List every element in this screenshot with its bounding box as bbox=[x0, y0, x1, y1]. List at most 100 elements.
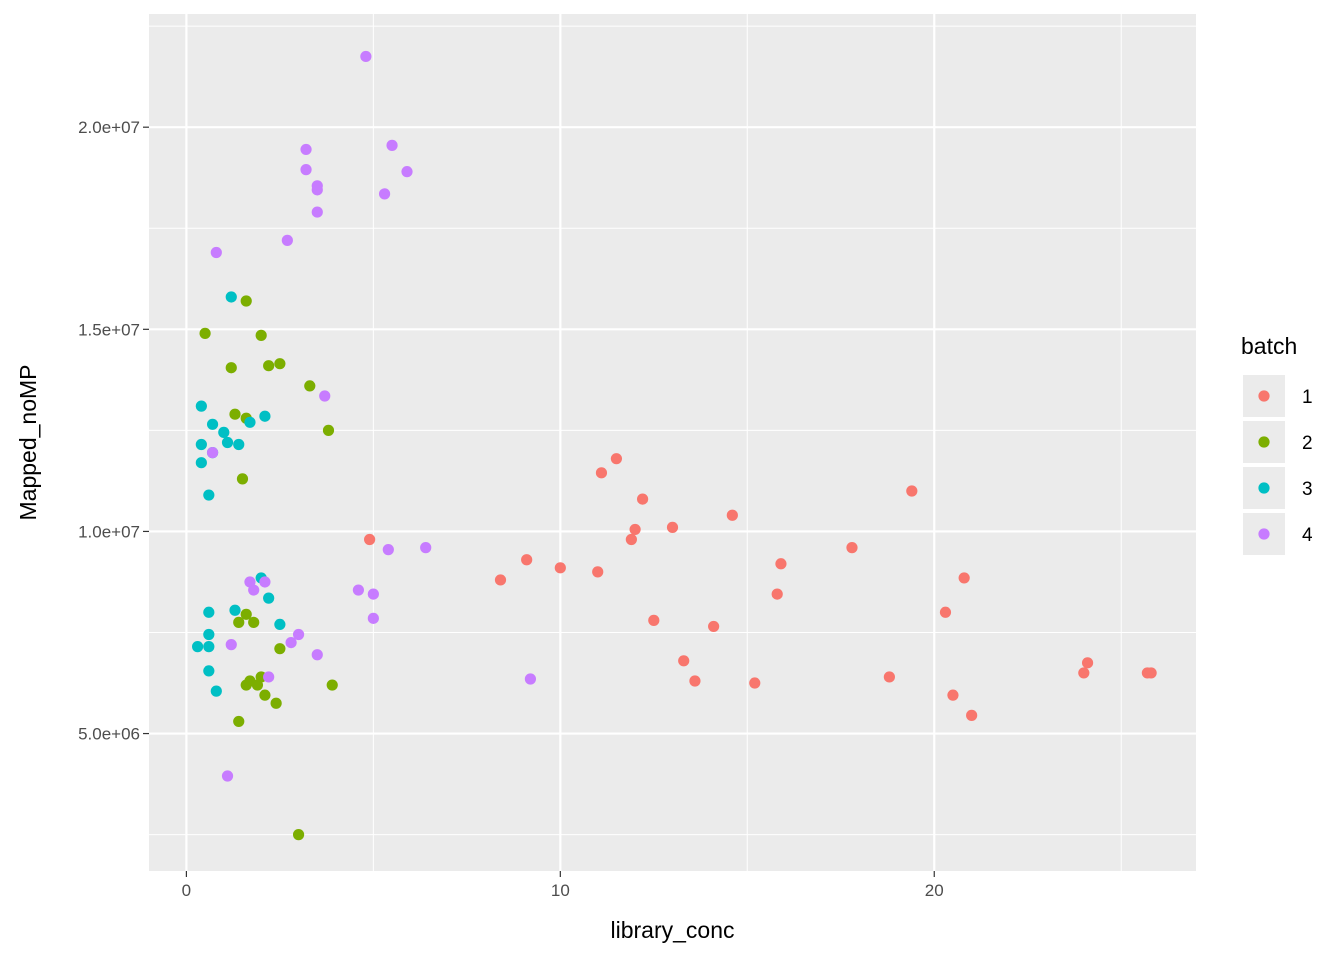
data-point-batch-4 bbox=[367, 612, 379, 624]
legend-key-4 bbox=[1258, 528, 1270, 540]
data-point-batch-1 bbox=[689, 675, 701, 687]
data-point-batch-1 bbox=[939, 606, 952, 618]
data-point-batch-2 bbox=[292, 829, 305, 841]
data-point-batch-3 bbox=[229, 604, 241, 616]
data-point-batch-3 bbox=[195, 457, 207, 469]
legend-label-2: 2 bbox=[1302, 433, 1313, 454]
data-point-batch-1 bbox=[521, 554, 533, 566]
data-point-batch-2 bbox=[199, 327, 211, 339]
data-point-batch-2 bbox=[240, 295, 252, 307]
data-point-batch-1 bbox=[846, 542, 858, 554]
data-point-batch-1 bbox=[610, 453, 623, 465]
data-point-batch-4 bbox=[248, 584, 260, 596]
data-point-batch-2 bbox=[274, 643, 286, 655]
legend-key-1 bbox=[1258, 390, 1270, 402]
data-point-batch-4 bbox=[311, 184, 323, 196]
y-axis: 5.0e+06 1.0e+07 1.5e+07 2.0e+07 bbox=[78, 118, 149, 744]
data-point-batch-3 bbox=[195, 438, 207, 451]
data-point-batch-1 bbox=[958, 572, 970, 584]
data-point-batch-4 bbox=[292, 628, 305, 641]
data-point-batch-2 bbox=[255, 329, 267, 341]
data-point-batch-3 bbox=[218, 426, 230, 438]
x-tick-label: 0 bbox=[182, 881, 191, 900]
data-point-batch-4 bbox=[382, 544, 394, 556]
data-point-batch-2 bbox=[263, 360, 275, 372]
data-point-batch-2 bbox=[304, 380, 316, 392]
data-point-batch-2 bbox=[270, 697, 282, 709]
data-point-batch-4 bbox=[263, 671, 275, 683]
data-point-batch-1 bbox=[629, 523, 641, 536]
data-point-batch-2 bbox=[240, 608, 252, 620]
x-axis-title: library_conc bbox=[611, 917, 735, 943]
data-point-batch-4 bbox=[311, 649, 323, 661]
data-point-batch-4 bbox=[206, 447, 219, 459]
legend-key-3 bbox=[1258, 482, 1270, 494]
data-point-batch-4 bbox=[386, 139, 398, 151]
data-point-batch-3 bbox=[225, 291, 237, 303]
data-point-batch-4 bbox=[524, 673, 537, 685]
data-point-batch-2 bbox=[248, 616, 260, 628]
data-point-batch-4 bbox=[300, 143, 312, 156]
data-point-batch-1 bbox=[906, 485, 918, 497]
legend-key-2 bbox=[1258, 436, 1270, 448]
data-point-batch-1 bbox=[494, 574, 507, 586]
data-point-batch-1 bbox=[771, 588, 783, 600]
legend-label-4: 4 bbox=[1302, 525, 1313, 546]
data-point-batch-3 bbox=[203, 641, 215, 653]
data-point-batch-1 bbox=[554, 562, 566, 574]
data-point-batch-4 bbox=[210, 246, 222, 259]
y-tick-label: 2.0e+07 bbox=[78, 118, 140, 137]
data-point-batch-4 bbox=[319, 390, 331, 402]
data-point-batch-4 bbox=[401, 166, 413, 178]
data-point-batch-1 bbox=[966, 709, 978, 721]
data-point-batch-1 bbox=[749, 677, 761, 689]
x-tick-label: 20 bbox=[925, 881, 944, 900]
y-tick-label: 1.5e+07 bbox=[78, 320, 140, 339]
legend-title: batch bbox=[1241, 333, 1297, 359]
data-point-batch-1 bbox=[1145, 667, 1157, 679]
data-point-batch-4 bbox=[311, 206, 323, 218]
x-tick-label: 10 bbox=[551, 881, 570, 900]
data-point-batch-3 bbox=[203, 628, 215, 641]
data-point-batch-1 bbox=[708, 620, 720, 633]
data-point-batch-4 bbox=[367, 588, 379, 600]
data-point-batch-3 bbox=[233, 438, 245, 451]
data-point-batch-2 bbox=[233, 616, 245, 628]
data-point-batch-1 bbox=[648, 614, 660, 626]
data-point-batch-4 bbox=[285, 637, 297, 649]
data-point-batch-1 bbox=[666, 521, 679, 533]
data-point-batch-1 bbox=[636, 493, 649, 505]
data-point-batch-3 bbox=[210, 685, 222, 697]
data-point-batch-2 bbox=[236, 473, 249, 485]
data-point-batch-2 bbox=[225, 362, 237, 374]
data-point-batch-2 bbox=[233, 715, 245, 728]
data-point-batch-2 bbox=[274, 358, 286, 370]
y-tick-label: 1.0e+07 bbox=[78, 522, 140, 541]
data-point-batch-3 bbox=[203, 606, 215, 618]
data-point-batch-4 bbox=[221, 770, 234, 782]
data-point-batch-1 bbox=[678, 655, 690, 667]
data-point-batch-1 bbox=[1081, 657, 1094, 669]
data-point-batch-3 bbox=[221, 436, 234, 449]
data-point-batch-4 bbox=[378, 188, 391, 200]
data-point-batch-1 bbox=[883, 671, 895, 683]
data-point-batch-4 bbox=[225, 639, 237, 651]
data-point-batch-3 bbox=[203, 665, 215, 677]
data-point-batch-1 bbox=[625, 533, 637, 546]
plot-panel bbox=[149, 14, 1196, 871]
data-point-batch-4 bbox=[300, 164, 312, 176]
data-point-batch-1 bbox=[947, 689, 959, 701]
data-point-batch-1 bbox=[775, 558, 787, 570]
data-point-batch-3 bbox=[274, 618, 286, 631]
data-point-batch-2 bbox=[326, 679, 338, 691]
legend: batch 1 2 3 4 bbox=[1241, 333, 1313, 555]
y-axis-title: Mapped_noMP bbox=[15, 365, 41, 521]
data-point-batch-3 bbox=[192, 641, 204, 653]
data-point-batch-4 bbox=[281, 234, 293, 246]
data-point-batch-1 bbox=[592, 566, 604, 578]
data-point-batch-2 bbox=[322, 424, 335, 436]
data-point-batch-1 bbox=[364, 533, 376, 546]
data-point-batch-4 bbox=[259, 576, 271, 588]
data-point-batch-1 bbox=[1078, 667, 1090, 679]
